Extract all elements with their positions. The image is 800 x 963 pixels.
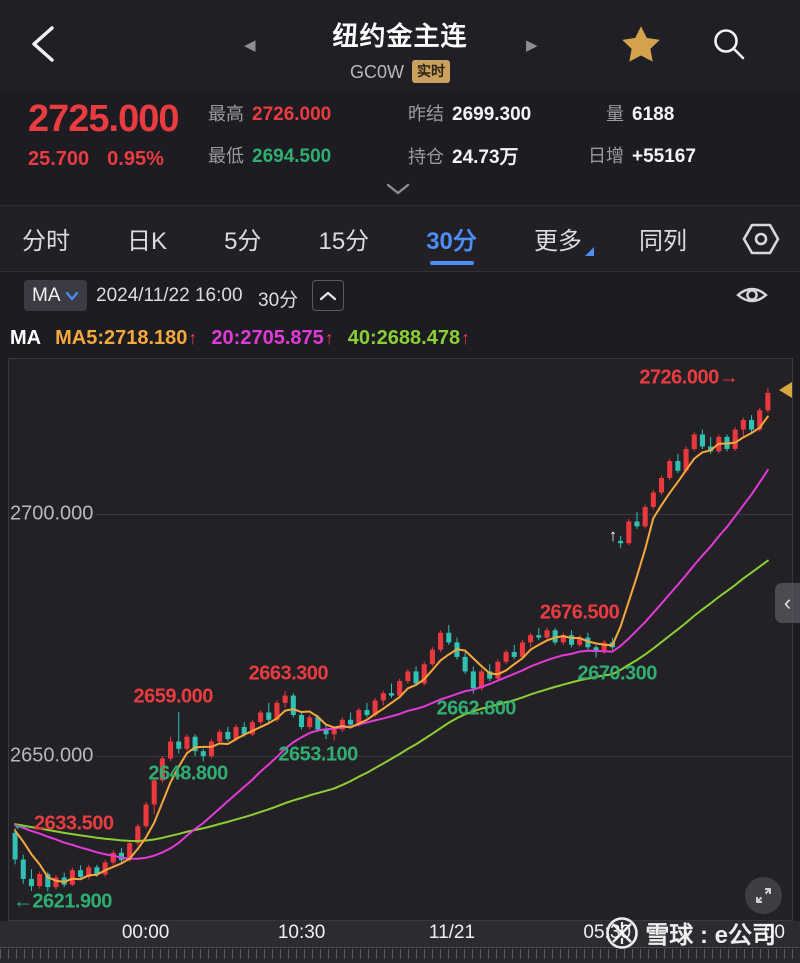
tab-15分[interactable]: 15分: [318, 228, 370, 255]
stat-label: 日增: [588, 146, 624, 166]
tab-分时[interactable]: 分时: [22, 228, 70, 255]
x-axis-band: 00:00 10:30 11/21 05:30 00: [0, 921, 800, 947]
x-axis-tick: 05:30: [583, 922, 631, 943]
search-icon[interactable]: [708, 24, 750, 66]
stat-col-settle-oi: 昨结 2699.300 持仓 24.73万: [408, 100, 531, 169]
indicator-label: MA: [32, 284, 61, 306]
up-arrow-icon: ↑: [324, 327, 334, 348]
candle-chart[interactable]: 2726.000→ 2676.500 2670.300 2662.800 2663.30…: [8, 358, 793, 921]
x-axis-tick: 10:30: [277, 922, 326, 943]
stat-label: 量: [606, 104, 624, 124]
chart-toolbar: MA 2024/11/22 16:00 30分: [0, 272, 800, 318]
expand-icon: [756, 888, 771, 903]
stat-value: 2699.300: [452, 104, 532, 125]
back-icon[interactable]: [26, 22, 60, 66]
symbol-code: GC0W: [350, 62, 404, 82]
candlestick-canvas[interactable]: [9, 359, 792, 920]
eye-visibility-icon[interactable]: [736, 282, 768, 308]
stat-value: 6188: [632, 104, 675, 125]
up-arrow-icon: ↑: [188, 327, 198, 348]
period-tab-bar: 分时 日K 5分 15分 30分 更多 同列: [0, 205, 800, 272]
price-change-row: 25.700 0.95%: [28, 148, 164, 171]
tab-更多[interactable]: 更多: [532, 207, 594, 270]
last-price: 2725.000: [28, 98, 179, 140]
stat-value: 2694.500: [252, 146, 332, 167]
current-price-marker-icon: [779, 382, 792, 399]
stat-label: 最高: [208, 104, 244, 124]
x-axis-tick: 00:00: [121, 922, 170, 943]
chevron-left-icon: ‹: [783, 590, 792, 615]
stat-col-vol: 量 6188 日增 +55167: [588, 100, 696, 168]
stat-label: 昨结: [408, 104, 444, 124]
prev-contract-icon[interactable]: ◀: [244, 37, 256, 54]
price-change: 25.700: [28, 148, 90, 170]
realtime-badge: 实时: [412, 60, 450, 83]
tab-5分[interactable]: 5分: [224, 228, 262, 255]
next-contract-icon[interactable]: ▶: [526, 37, 538, 54]
quote-panel: 2725.000 25.700 0.95% 最高 2726.000 最低 2694.5…: [0, 92, 800, 205]
symbol-row: GC0W 实时: [0, 60, 800, 83]
tab-30分[interactable]: 30分: [424, 207, 479, 270]
top-bar: ◀ 纽约金主连 ▶ GC0W 实时: [0, 0, 800, 92]
x-axis-tick: 00: [763, 922, 785, 943]
page-title: 纽约金主连: [332, 21, 468, 51]
timeline-scrollbar[interactable]: [0, 947, 800, 963]
stat-value: 24.73万: [452, 147, 519, 168]
ma-legend-item: MA5:2718.180↑: [55, 326, 198, 349]
collapse-toolbar-button[interactable]: [312, 280, 344, 311]
dropdown-corner-icon: [584, 247, 594, 256]
ma-legend: MA MA5:2718.180↑ 20:2705.875↑ 40:2688.478↑: [10, 320, 800, 356]
bar-datetime: 2024/11/22 16:00: [96, 285, 243, 306]
stat-label: 持仓: [408, 147, 444, 167]
ma-legend-item: 20:2705.875↑: [211, 326, 334, 349]
ma-legend-prefix: MA: [10, 326, 42, 349]
x-axis-tick: 11/21: [428, 922, 476, 943]
stat-label: 最低: [208, 146, 244, 166]
up-arrow-icon: ↑: [461, 327, 471, 348]
fullscreen-button[interactable]: [745, 877, 782, 914]
side-drawer-handle[interactable]: ‹: [775, 583, 800, 623]
chevron-down-icon: [65, 291, 78, 300]
price-change-pct: 0.95%: [107, 148, 164, 170]
stat-value: +55167: [632, 146, 696, 167]
stat-value: 2726.000: [252, 104, 332, 125]
indicator-selector[interactable]: MA: [24, 280, 87, 311]
stat-col-hilo: 最高 2726.000 最低 2694.500: [208, 100, 331, 168]
tab-同列[interactable]: 同列: [638, 228, 687, 255]
ma-legend-item: 40:2688.478↑: [347, 326, 471, 349]
quote-expand-chevron-icon[interactable]: [378, 178, 418, 200]
tab-日K[interactable]: 日K: [127, 228, 168, 255]
favorite-star-icon[interactable]: [618, 22, 664, 68]
kline-settings-hexagon-icon[interactable]: [742, 222, 780, 256]
bar-period: 30分: [258, 290, 299, 311]
chevron-up-icon: [319, 291, 337, 300]
